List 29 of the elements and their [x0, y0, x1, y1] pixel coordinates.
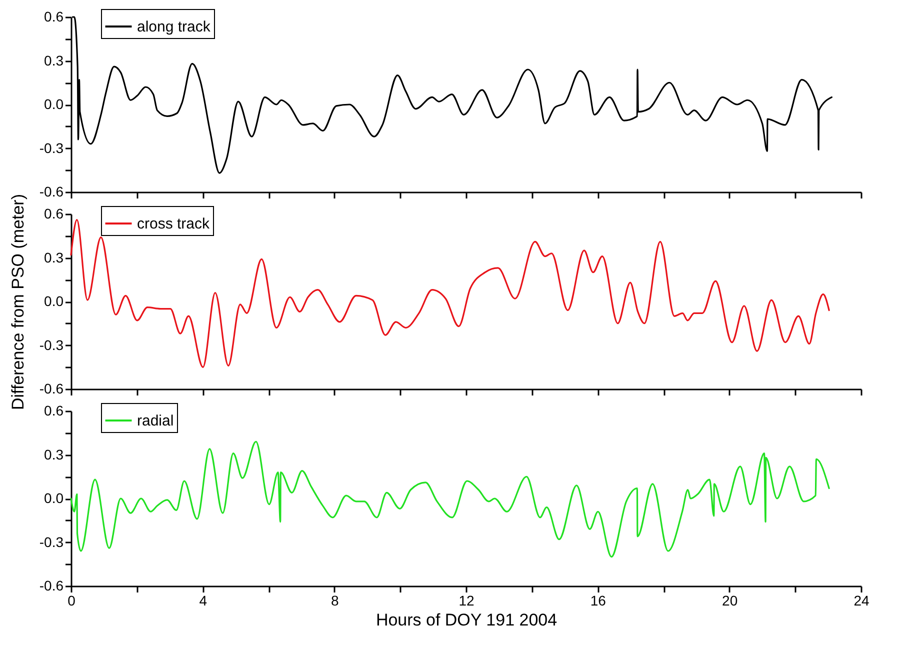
y-tick-label: 0.6	[44, 206, 64, 222]
y-tick-label: -0.3	[39, 336, 64, 353]
x-tick-label: 16	[590, 592, 606, 608]
y-tick-label: -0.6	[39, 380, 64, 396]
y-tick-label: 0.0	[44, 490, 64, 506]
legend-label: cross track	[137, 216, 210, 232]
x-tick-label: 0	[68, 592, 76, 608]
line-series	[70, 219, 830, 368]
line-series	[70, 440, 830, 558]
y-tick-label: -0.3	[39, 140, 64, 156]
y-tick-label: 0.3	[44, 249, 64, 266]
y-tick-label: 0.6	[44, 402, 64, 418]
x-tick-label: 24	[854, 592, 870, 608]
y-tick-label: 0.3	[44, 52, 64, 68]
y-axis-title: Difference from PSO (meter)	[8, 194, 28, 410]
y-tick-label: 0.3	[44, 446, 64, 462]
x-tick-label: 12	[458, 592, 474, 608]
legend-label: along track	[137, 18, 211, 36]
x-tick-label: 8	[330, 592, 339, 608]
y-tick-label: -0.3	[39, 534, 64, 550]
x-axis-title: Hours of DOY 191 2004	[376, 610, 558, 630]
legend-label: radial	[137, 412, 174, 430]
x-tick-label: 20	[722, 592, 738, 608]
y-tick-label: -0.6	[39, 184, 64, 200]
y-tick-label: 0.0	[44, 293, 64, 309]
y-tick-label: -0.6	[39, 578, 64, 594]
y-tick-label: 0.0	[44, 96, 64, 112]
y-tick-label: 0.6	[44, 8, 64, 24]
x-tick-label: 4	[199, 592, 208, 608]
